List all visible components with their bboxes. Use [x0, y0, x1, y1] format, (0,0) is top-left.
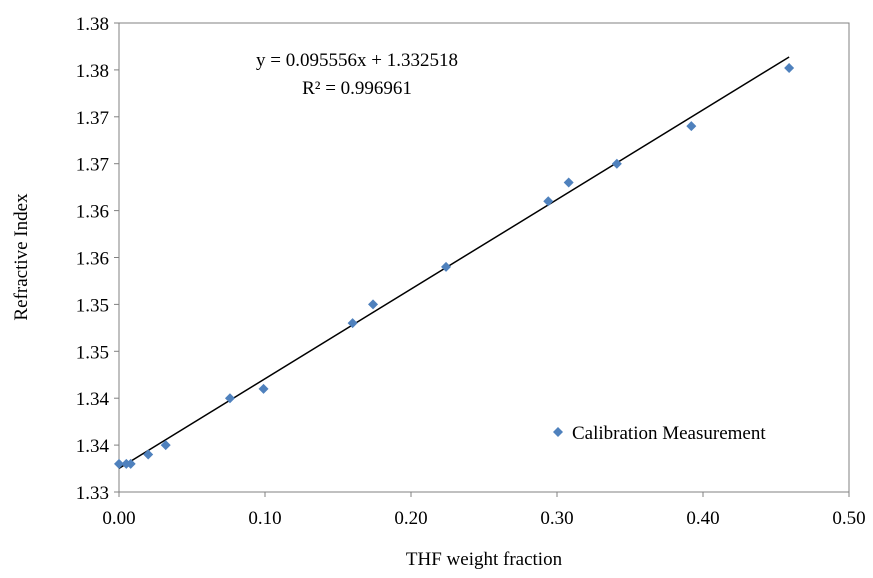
legend: Calibration Measurement [553, 423, 766, 444]
data-point [160, 440, 171, 451]
data-point [368, 299, 379, 310]
data-point [543, 196, 554, 207]
data-point [258, 383, 269, 394]
r-squared-label: R² = 0.996961 [302, 78, 412, 99]
x-axis: 0.00 0.10 0.20 0.30 0.40 0.50 [102, 492, 866, 529]
data-point [114, 458, 124, 469]
legend-label: Calibration Measurement [572, 423, 766, 444]
equation-label: y = 0.095556x + 1.332518 [256, 50, 458, 71]
data-series [114, 63, 795, 469]
data-point [125, 458, 136, 469]
y-tick-label: 1.34 [76, 389, 110, 410]
data-point [441, 261, 452, 272]
y-tick-label: 1.38 [76, 61, 109, 82]
plot-area [118, 22, 850, 493]
x-tick-label: 0.20 [394, 508, 427, 529]
y-axis-title: Refractive Index [11, 193, 32, 321]
legend-marker [553, 427, 563, 437]
data-point [611, 158, 622, 169]
x-tick-label: 0.00 [102, 508, 135, 529]
data-point [224, 393, 235, 404]
x-tick-label: 0.10 [248, 508, 281, 529]
y-tick-label: 1.35 [76, 295, 109, 316]
y-tick-label: 1.36 [76, 202, 109, 223]
x-tick-label: 0.30 [540, 508, 573, 529]
y-tick-label: 1.33 [76, 483, 109, 504]
x-axis-title: THF weight fraction [406, 549, 563, 570]
data-point [143, 449, 154, 460]
data-point [347, 318, 358, 329]
y-tick-label: 1.37 [76, 155, 109, 176]
y-tick-label: 1.35 [76, 342, 109, 363]
y-tick-label: 1.37 [76, 108, 109, 129]
x-tick-label: 0.40 [686, 508, 719, 529]
data-point [686, 121, 697, 132]
y-tick-label: 1.36 [76, 249, 109, 270]
y-tick-label: 1.38 [76, 14, 109, 35]
y-tick-label: 1.34 [76, 436, 110, 457]
x-tick-label: 0.50 [832, 508, 865, 529]
data-point [563, 177, 574, 188]
y-axis: 1.33 1.34 1.34 1.35 1.35 1.36 1.36 1.37 1.37 1.38… [76, 14, 119, 504]
data-point [784, 63, 795, 74]
